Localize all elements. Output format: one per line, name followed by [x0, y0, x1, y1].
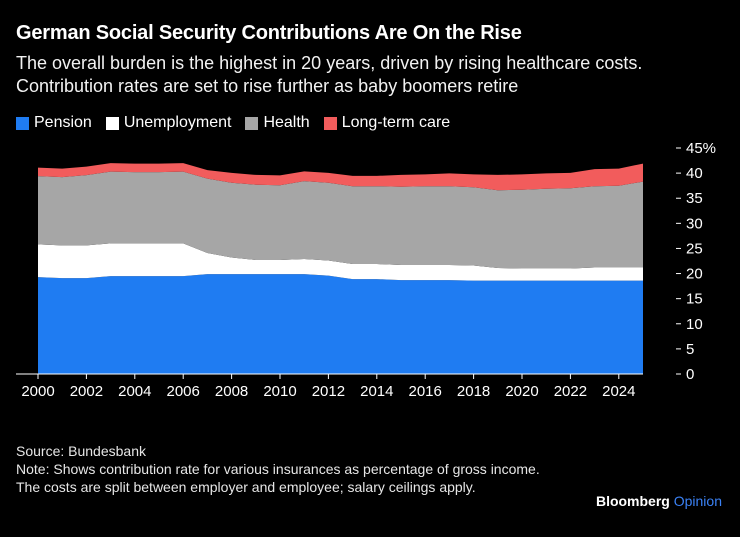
- x-tick-label: 2002: [70, 383, 103, 400]
- brand-logo: Bloomberg Opinion: [596, 493, 722, 509]
- legend-swatch-health: [245, 116, 259, 130]
- y-tick-label: 25: [686, 240, 703, 257]
- legend-label-long-term-care: Long-term care: [341, 114, 451, 131]
- x-tick-label: 2024: [602, 383, 635, 400]
- y-tick-label: 5: [686, 341, 694, 358]
- legend-item-long-term-care: Long-term care: [323, 114, 451, 132]
- chart-title: German Social Security Contributions Are…: [16, 22, 522, 44]
- y-tick-label: 35: [686, 190, 703, 207]
- legend-label-health: Health: [263, 114, 310, 131]
- x-tick-label: 2004: [118, 383, 151, 400]
- chart-subtitle: The overall burden is the highest in 20 …: [16, 53, 643, 96]
- y-tick-label: 45%: [686, 140, 716, 157]
- y-tick-label: 30: [686, 215, 703, 232]
- area-long-term-care: [38, 163, 643, 191]
- source-line: Source: Bundesbank: [16, 443, 146, 459]
- legend-swatch-pension: [16, 116, 29, 130]
- x-tick-label: 2000: [21, 383, 54, 400]
- y-tick-label: 10: [686, 316, 703, 333]
- x-tick-label: 2012: [312, 383, 345, 400]
- y-tick-label: 15: [686, 291, 703, 308]
- footnote: Source: Bundesbank Note: Shows contribut…: [16, 442, 556, 496]
- area-pension: [38, 274, 643, 374]
- x-tick-label: 2010: [263, 383, 296, 400]
- area-health: [38, 171, 643, 269]
- legend-swatch-unemployment: [105, 116, 119, 130]
- legend-label-pension: Pension: [34, 114, 92, 131]
- legend-swatch-long-term-care: [323, 116, 337, 130]
- legend-label-unemployment: Unemployment: [123, 114, 232, 131]
- x-tick-label: 2018: [457, 383, 490, 400]
- note-line: Note: Shows contribution rate for variou…: [16, 461, 540, 495]
- brand-suffix: Opinion: [673, 493, 722, 509]
- legend: Pension Unemployment Health Long-term ca…: [16, 114, 464, 132]
- x-tick-label: 2016: [409, 383, 442, 400]
- x-tick-label: 2014: [360, 383, 393, 400]
- y-tick-label: 40: [686, 165, 703, 182]
- axes-group: 2000 2002 2004 2006 2008 2010 2012 2014 2016 2018…: [16, 140, 716, 400]
- y-tick-label: 0: [686, 366, 694, 383]
- x-tick-label: 2006: [167, 383, 200, 400]
- x-tick-label: 2020: [505, 383, 538, 400]
- legend-item-unemployment: Unemployment: [105, 114, 232, 132]
- y-tick-label: 20: [686, 266, 703, 283]
- area-unemployment: [38, 243, 643, 281]
- brand-name: Bloomberg: [595, 493, 670, 509]
- area-series-group: [38, 163, 643, 374]
- legend-item-health: Health: [245, 114, 310, 132]
- x-tick-label: 2008: [215, 383, 248, 400]
- x-tick-label: 2022: [554, 383, 587, 400]
- legend-item-pension: Pension: [16, 114, 92, 132]
